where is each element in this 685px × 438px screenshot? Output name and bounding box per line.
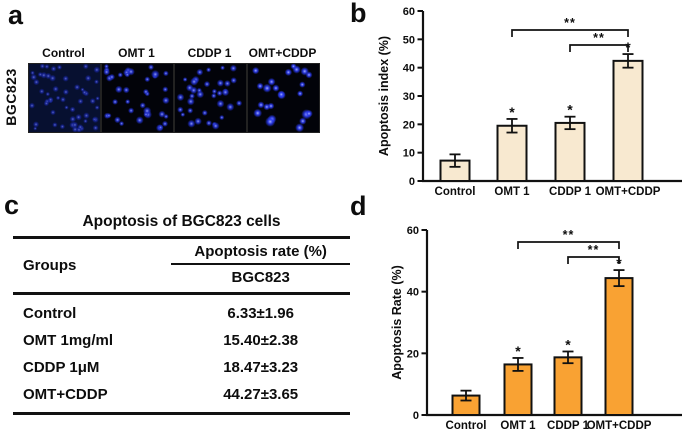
fluorescence-image (247, 63, 320, 133)
table-body: Control 6.33±1.96 OMT 1mg/ml 15.40±2.38 CDDP… (13, 295, 350, 415)
table-cell-rate: 44.27±3.65 (223, 386, 299, 403)
micrograph-2: CDDP 1 (174, 46, 247, 133)
table-cell-group: Control (23, 305, 77, 322)
table-row: Control 6.33±1.96 (13, 300, 350, 327)
micrograph-label: OMT+CDDP (248, 46, 317, 60)
y-tick-label: 30 (403, 91, 415, 103)
table-cell-rate: 18.47±3.23 (223, 359, 299, 376)
y-tick-label: 50 (403, 34, 415, 46)
bar (604, 277, 634, 416)
y-tick-label: 0 (409, 176, 415, 188)
y-tick-label: 10 (403, 148, 415, 160)
x-category-label: CDDP 1 (547, 420, 590, 432)
x-category-label: OMT+CDDP (587, 420, 652, 432)
table-col-apoptosis-rate: Apoptosis rate (%) (171, 239, 350, 265)
table-col-groups: Groups (23, 257, 77, 274)
significance-star: * (565, 336, 571, 352)
table-row: OMT 1mg/ml 15.40±2.38 (13, 327, 350, 354)
y-tick-label: 40 (403, 63, 415, 75)
micrograph-0: Control (28, 46, 101, 133)
x-category-label: OMT 1 (494, 186, 530, 198)
significance-star: * (567, 102, 573, 118)
panel-b-letter: b (350, 0, 367, 28)
y-axis-title: Apoptosis Rate (%) (390, 265, 404, 380)
y-tick-label: 40 (407, 287, 419, 299)
x-category-label: CDDP 1 (549, 186, 592, 198)
significance-bracket (511, 29, 629, 37)
significance-bracket (569, 44, 629, 52)
panel-c-letter: c (4, 190, 20, 220)
apoptosis-index-chart: 0 10 20 30 40 50 60 Control * OMT 1 * CDDP 1 * OMT+CD… (345, 0, 685, 205)
significance-label: ** (563, 228, 575, 242)
fluorescence-image (101, 63, 174, 133)
micrograph-1: OMT 1 (101, 46, 174, 133)
x-category-label: OMT+CDDP (596, 186, 661, 198)
micrograph-label: CDDP 1 (187, 46, 232, 60)
y-tick-label: 60 (407, 225, 419, 237)
bar (612, 59, 644, 182)
significance-star: * (509, 104, 515, 120)
y-tick-label: 20 (407, 348, 419, 360)
table-cell-rate: 15.40±2.38 (223, 332, 299, 349)
y-axis-title: Apoptosis index (%) (377, 36, 391, 156)
x-category-label: Control (435, 186, 476, 198)
apoptosis-table: Apoptosis of BGC823 cells Groups Apoptos… (13, 212, 350, 415)
table-col-cell-line: BGC823 (231, 269, 290, 286)
bar (553, 356, 583, 416)
table-cell-group: OMT 1mg/ml (23, 332, 114, 349)
table-cell-group: OMT+CDDP (23, 386, 108, 403)
bar (496, 124, 528, 182)
table-row: OMT+CDDP 44.27±3.65 (13, 381, 350, 408)
x-category-label: OMT 1 (500, 420, 536, 432)
y-tick-label: 20 (403, 119, 415, 131)
table-cell-group: CDDP 1μM (23, 359, 100, 376)
fluorescence-image (174, 63, 247, 133)
fluorescence-image (28, 63, 101, 133)
significance-star: * (515, 343, 521, 359)
table-title: Apoptosis of BGC823 cells (13, 212, 350, 239)
x-category-label: Control (446, 420, 487, 432)
significance-bracket (517, 241, 620, 249)
significance-label: ** (593, 31, 605, 45)
significance-label: ** (564, 16, 576, 30)
panel-a-letter: a (8, 0, 24, 30)
significance-label: ** (588, 243, 600, 257)
bar (554, 121, 586, 182)
micrograph-3: OMT+CDDP (247, 46, 320, 133)
bar (503, 363, 533, 416)
significance-bracket (567, 256, 620, 264)
micrograph-label: Control (42, 46, 85, 60)
micrograph-label: OMT 1 (118, 46, 155, 60)
panel-d-letter: d (350, 191, 367, 221)
cell-line-label: BGC823 (3, 68, 19, 126)
table-header: Groups Apoptosis rate (%) BGC823 (13, 239, 350, 295)
table-cell-rate: 6.33±1.96 (227, 305, 294, 322)
y-tick-label: 0 (413, 410, 419, 422)
table-row: CDDP 1μM 18.47±3.23 (13, 354, 350, 381)
apoptosis-rate-chart: 0 20 40 60 Control * OMT 1 * CDDP 1 * OMT+CDDP ** **… (345, 219, 685, 438)
y-tick-label: 60 (403, 6, 415, 18)
